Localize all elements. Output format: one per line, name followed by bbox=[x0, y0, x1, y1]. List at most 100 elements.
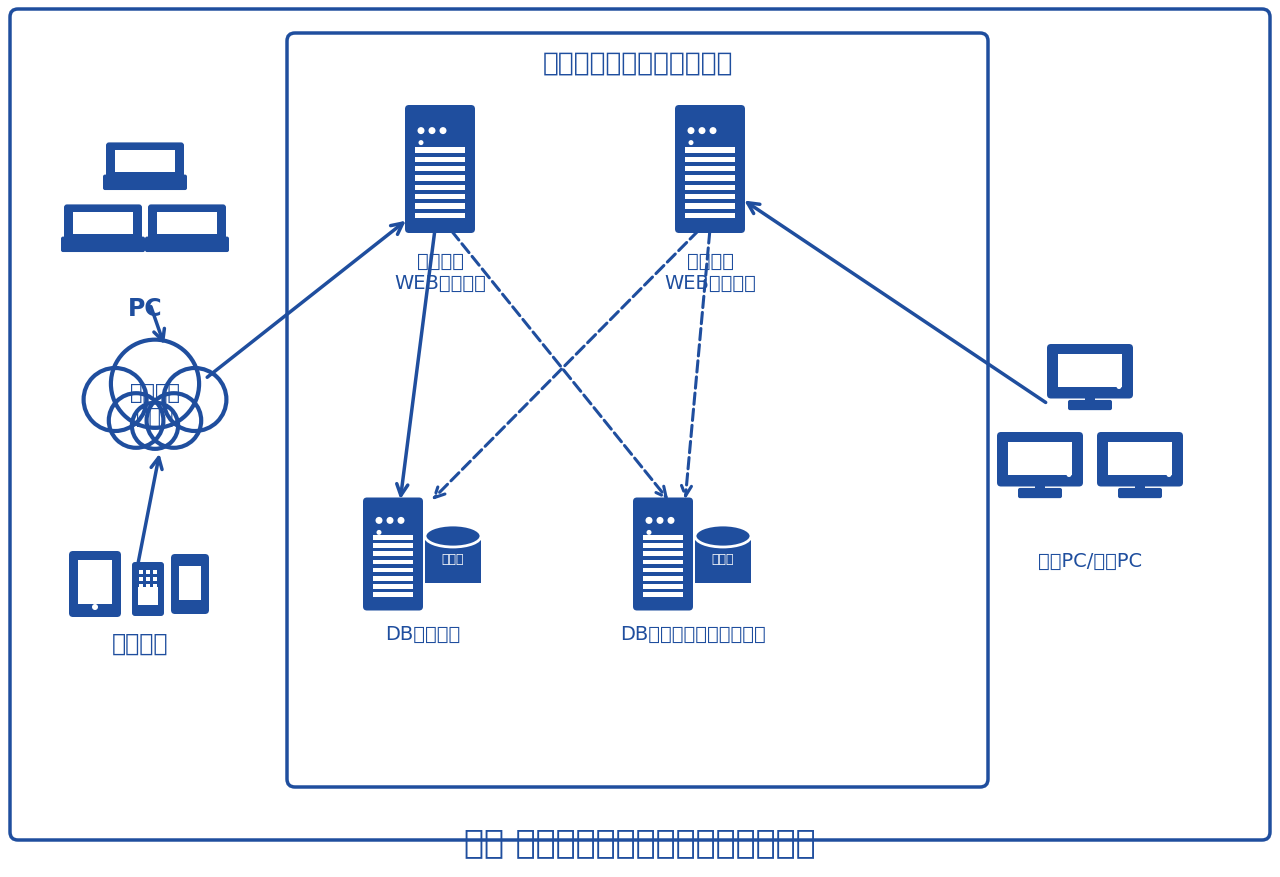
Bar bbox=[643, 584, 684, 589]
Circle shape bbox=[667, 517, 675, 524]
Ellipse shape bbox=[425, 561, 481, 583]
Bar bbox=[78, 560, 113, 604]
Circle shape bbox=[687, 128, 695, 135]
Bar bbox=[685, 158, 735, 163]
Bar bbox=[685, 167, 735, 172]
Bar bbox=[643, 568, 684, 573]
Bar bbox=[372, 584, 413, 589]
FancyBboxPatch shape bbox=[1018, 488, 1062, 498]
Bar bbox=[1036, 483, 1044, 490]
Text: 会員向け
WEBサーバー: 会員向け WEBサーバー bbox=[394, 252, 486, 293]
Bar bbox=[643, 544, 684, 548]
FancyBboxPatch shape bbox=[634, 498, 692, 610]
Circle shape bbox=[132, 403, 178, 449]
Circle shape bbox=[657, 517, 663, 524]
FancyBboxPatch shape bbox=[364, 498, 422, 610]
Circle shape bbox=[429, 128, 435, 135]
Bar bbox=[685, 195, 735, 200]
Circle shape bbox=[164, 368, 227, 431]
Circle shape bbox=[111, 340, 200, 428]
FancyBboxPatch shape bbox=[1047, 345, 1133, 399]
Bar bbox=[140, 584, 143, 588]
Text: インター
ネット: インター ネット bbox=[131, 383, 180, 426]
Bar bbox=[643, 576, 684, 581]
Bar bbox=[372, 536, 413, 540]
Circle shape bbox=[646, 531, 652, 535]
Bar bbox=[685, 185, 735, 191]
Bar bbox=[1135, 483, 1146, 490]
FancyBboxPatch shape bbox=[10, 10, 1270, 840]
FancyBboxPatch shape bbox=[287, 34, 988, 787]
Ellipse shape bbox=[695, 561, 751, 583]
Circle shape bbox=[699, 128, 705, 135]
Ellipse shape bbox=[425, 525, 481, 547]
Bar bbox=[685, 204, 735, 210]
Bar bbox=[140, 570, 143, 574]
Bar bbox=[415, 167, 465, 172]
Circle shape bbox=[1166, 473, 1171, 477]
Text: DBサーバー: DBサーバー bbox=[385, 624, 461, 643]
FancyBboxPatch shape bbox=[61, 238, 145, 253]
Circle shape bbox=[709, 128, 717, 135]
Bar bbox=[1108, 443, 1172, 475]
Bar bbox=[154, 570, 157, 574]
Bar bbox=[372, 552, 413, 557]
Bar bbox=[140, 591, 143, 595]
Bar bbox=[415, 204, 465, 210]
Circle shape bbox=[689, 141, 694, 146]
Bar bbox=[1009, 443, 1073, 475]
Bar bbox=[425, 537, 481, 583]
FancyBboxPatch shape bbox=[64, 205, 142, 242]
Bar bbox=[643, 560, 684, 565]
Bar bbox=[372, 576, 413, 581]
Bar bbox=[685, 176, 735, 182]
FancyBboxPatch shape bbox=[1097, 432, 1183, 487]
Bar bbox=[415, 185, 465, 191]
Circle shape bbox=[1066, 473, 1071, 477]
Circle shape bbox=[83, 368, 147, 431]
Bar bbox=[685, 213, 735, 218]
FancyBboxPatch shape bbox=[675, 106, 745, 234]
Bar bbox=[415, 195, 465, 200]
Text: PC: PC bbox=[128, 296, 163, 321]
Bar bbox=[415, 148, 465, 153]
Ellipse shape bbox=[695, 525, 751, 547]
Circle shape bbox=[645, 517, 653, 524]
FancyBboxPatch shape bbox=[148, 205, 227, 242]
Circle shape bbox=[147, 394, 201, 448]
Bar bbox=[372, 560, 413, 565]
Text: DBサーバー（レプリカ）: DBサーバー（レプリカ） bbox=[620, 624, 765, 643]
Circle shape bbox=[92, 604, 99, 610]
Bar bbox=[415, 213, 465, 218]
Bar bbox=[179, 567, 201, 601]
Circle shape bbox=[376, 531, 381, 535]
Circle shape bbox=[398, 517, 404, 524]
FancyBboxPatch shape bbox=[404, 106, 475, 234]
FancyBboxPatch shape bbox=[69, 552, 122, 617]
Circle shape bbox=[439, 128, 447, 135]
FancyBboxPatch shape bbox=[997, 432, 1083, 487]
Text: 会員ポイント管理システム: 会員ポイント管理システム bbox=[543, 51, 732, 77]
FancyBboxPatch shape bbox=[106, 143, 184, 181]
Text: 図） 会員ポイント管理システム概念図: 図） 会員ポイント管理システム概念図 bbox=[465, 825, 815, 859]
Bar bbox=[154, 591, 157, 595]
Bar bbox=[643, 592, 684, 597]
Text: モバイル: モバイル bbox=[111, 631, 168, 655]
FancyBboxPatch shape bbox=[145, 238, 229, 253]
Bar bbox=[415, 176, 465, 182]
Bar bbox=[685, 148, 735, 153]
Bar bbox=[372, 544, 413, 548]
Bar bbox=[146, 591, 150, 595]
FancyBboxPatch shape bbox=[172, 554, 209, 614]
Circle shape bbox=[375, 517, 383, 524]
Circle shape bbox=[417, 128, 425, 135]
Text: 社内PC/店舗PC: 社内PC/店舗PC bbox=[1038, 552, 1142, 570]
Bar bbox=[643, 552, 684, 557]
Bar bbox=[146, 570, 150, 574]
Text: データ: データ bbox=[712, 553, 735, 566]
Bar bbox=[415, 158, 465, 163]
Bar bbox=[115, 151, 175, 173]
Bar bbox=[372, 592, 413, 597]
Bar bbox=[643, 536, 684, 540]
Bar bbox=[73, 213, 133, 234]
